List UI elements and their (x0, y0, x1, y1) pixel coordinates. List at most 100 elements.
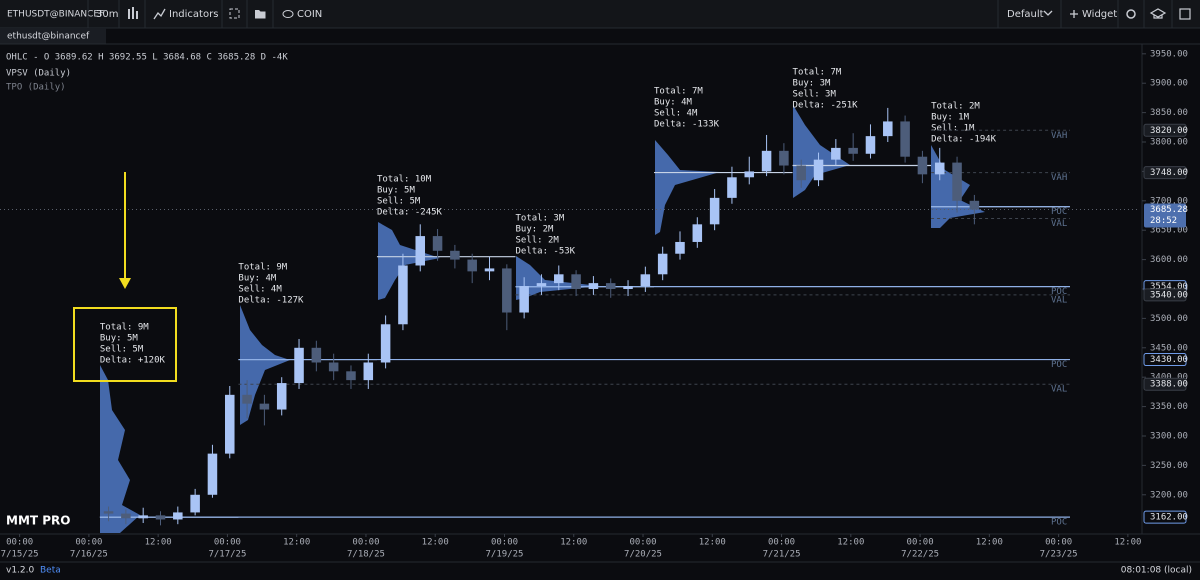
candle-body (103, 511, 114, 514)
level-badge (1143, 510, 1187, 524)
x-tick-label: 00:00 (352, 538, 379, 548)
candle-body (380, 324, 391, 363)
layout-select[interactable]: Default (1007, 9, 1044, 20)
candle-body (848, 147, 858, 154)
session-stat: Delta: -245K (377, 208, 443, 218)
plus-icon (1070, 10, 1078, 18)
level-tag: POC (1051, 518, 1067, 528)
folder-icon[interactable] (255, 10, 266, 19)
candle-body (242, 394, 252, 404)
candle-body (415, 236, 426, 266)
indicators-icon (153, 8, 166, 20)
candle-body (900, 121, 910, 157)
candle-body (779, 150, 789, 166)
chevron (1043, 10, 1053, 16)
chart-type-icon[interactable] (128, 7, 138, 19)
x-tick-label: 00:00 (1045, 538, 1072, 548)
candle-body (675, 241, 685, 254)
learn-icon[interactable] (1149, 8, 1167, 19)
y-tick-label: 3700.00 (1150, 196, 1188, 206)
session-stat: Total: 7M (654, 87, 703, 97)
level-badge-label: 3820.00 (1150, 126, 1188, 136)
x-date-label: 7/18/25 (347, 550, 385, 560)
session-stat: Sell: 2M (515, 236, 559, 246)
x-date-label: 7/16/25 (70, 550, 108, 560)
x-tick-label: 12:00 (145, 538, 172, 548)
y-tick-label: 3600.00 (1150, 255, 1188, 265)
candle-body (952, 162, 962, 201)
y-tick-label: 3900.00 (1150, 79, 1188, 89)
candle-body (761, 150, 772, 172)
plot: 3200.00 3250.00 3300.00 3350.00 3400.00 3450.… (0, 49, 1188, 560)
level-badge (1143, 123, 1187, 137)
session-stat: Sell: 5M (377, 197, 421, 207)
x-date-label: 7/23/25 (1040, 550, 1078, 560)
candle-body (709, 197, 720, 225)
x-tick-label: 00:00 (491, 538, 518, 548)
candle-body (311, 347, 322, 363)
indicators-button[interactable]: Indicators (169, 9, 218, 20)
candle-body (554, 274, 564, 284)
x-tick-label: 12:00 (283, 538, 310, 548)
session-stat: Sell: 5M (100, 345, 144, 355)
x-date-label: 7/15/25 (1, 550, 39, 560)
candle-body (883, 121, 893, 137)
widget-button[interactable]: Widget (1082, 9, 1117, 20)
x-tick-label: 00:00 (214, 538, 241, 548)
candle-body (467, 259, 477, 272)
y-tick-label: 3950.00 (1150, 49, 1188, 59)
session-stat: Buy: 5M (100, 334, 139, 344)
session-stat: Delta: -53K (515, 247, 575, 257)
y-tick-label: 3200.00 (1150, 490, 1188, 500)
x-tick-label: 00:00 (768, 538, 795, 548)
settings-icon[interactable] (1126, 9, 1136, 19)
session-stat: Buy: 5M (377, 186, 416, 196)
candle-body (138, 515, 148, 519)
session-stat: Sell: 3M (793, 90, 837, 100)
symbol[interactable]: ETHUSDT@BINANCEF (7, 10, 104, 20)
y-tick-label: 3800.00 (1150, 138, 1188, 148)
indicator-label[interactable]: VPSV (Daily) (6, 69, 71, 79)
screenshot-icon[interactable] (229, 8, 240, 19)
candle-body (484, 268, 495, 272)
coin-icon (282, 10, 294, 18)
candle-body (276, 383, 287, 410)
channel: Beta (40, 566, 61, 576)
candle-body (536, 283, 547, 287)
x-tick-label: 12:00 (837, 538, 864, 548)
candle-body (588, 283, 599, 289)
candle-body (363, 362, 374, 381)
candle-body (744, 171, 755, 178)
y-tick-label: 3400.00 (1150, 373, 1188, 383)
session-stat: Delta: -251K (793, 101, 859, 111)
candle-body (969, 200, 980, 210)
indicator-label[interactable]: TPO (Daily) (6, 83, 66, 93)
candle-body (623, 286, 633, 289)
compare-button[interactable]: COIN (297, 9, 322, 20)
candle-body (865, 136, 876, 154)
candle-body (207, 453, 218, 495)
level-badge (1143, 353, 1187, 367)
interval[interactable]: 30m (96, 9, 118, 20)
level-tag: VAH (1051, 131, 1067, 141)
candle-body (692, 224, 703, 242)
x-date-label: 7/19/25 (486, 550, 524, 560)
candle-body (398, 265, 408, 325)
level-badge-label: 3554.00 (1150, 282, 1188, 292)
tab[interactable] (0, 28, 106, 44)
level-tag: VAH (1051, 173, 1067, 183)
candle-body (640, 274, 651, 287)
candle-body (225, 394, 235, 454)
tab-label[interactable]: ethusdt@binancef (7, 32, 90, 42)
last-price-label: 3685.28 (1150, 205, 1188, 215)
fullscreen-icon[interactable] (1179, 8, 1191, 20)
level-badge (1143, 166, 1187, 180)
session-stat: Sell: 4M (654, 109, 698, 119)
x-date-label: 7/21/25 (763, 550, 801, 560)
session-stat: Buy: 3M (793, 79, 832, 89)
x-tick-label: 00:00 (907, 538, 934, 548)
session-stat: Sell: 1M (931, 124, 975, 134)
candle-body (121, 513, 131, 519)
candle-body (813, 159, 824, 181)
session-stat: Buy: 2M (515, 225, 554, 235)
